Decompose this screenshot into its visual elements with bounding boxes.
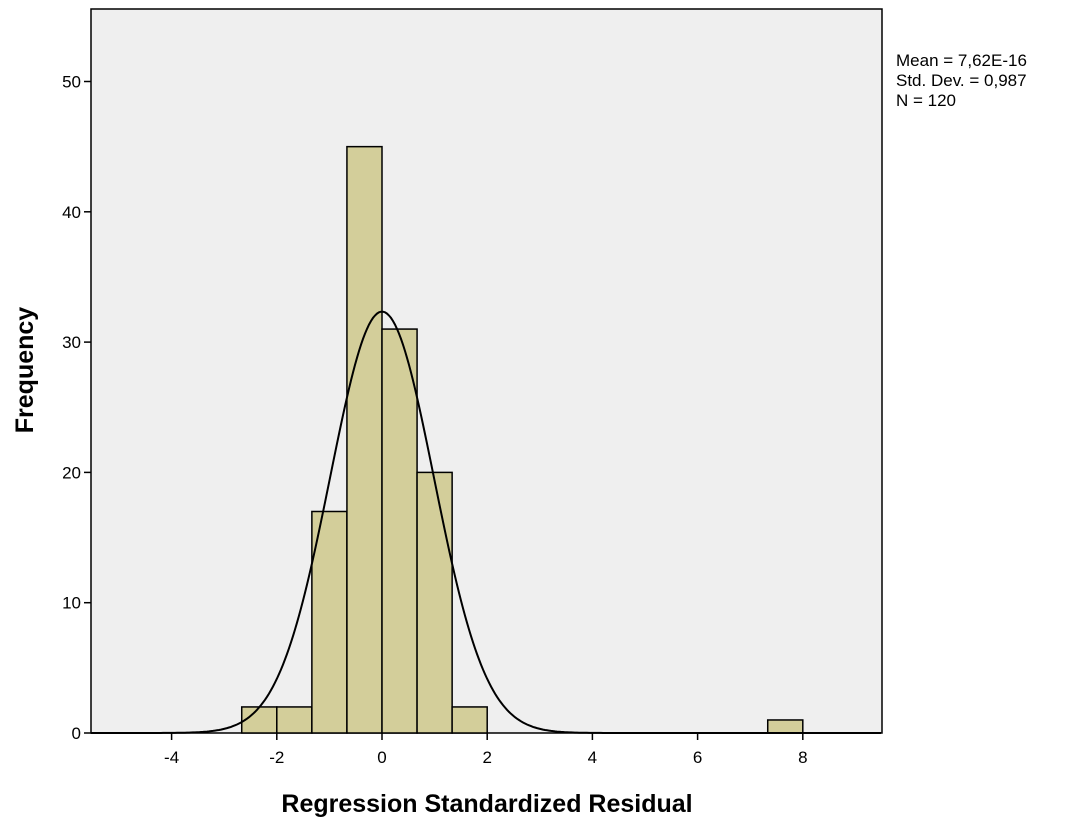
- histogram-bar: [416, 471, 453, 734]
- y-tick-label: 20: [62, 463, 81, 482]
- histogram-bar: [311, 510, 348, 734]
- stat-mean: Mean = 7,62E-16: [896, 51, 1027, 70]
- stats-legend: Mean = 7,62E-16 Std. Dev. = 0,987 N = 12…: [896, 51, 1027, 110]
- histogram-bar: [346, 145, 383, 734]
- x-tick-label: 2: [482, 748, 491, 767]
- x-tick-label: 8: [798, 748, 807, 767]
- y-axis: 0 10 20 30 40 50: [62, 73, 91, 743]
- x-axis-title: Regression Standardized Residual: [281, 790, 692, 818]
- histogram-bar: [451, 706, 488, 734]
- y-tick-label: 10: [62, 594, 81, 613]
- x-tick-label: 4: [588, 748, 597, 767]
- y-axis-title: Frequency: [11, 307, 39, 434]
- y-tick-label: 30: [62, 333, 81, 352]
- histogram-bar: [381, 328, 418, 734]
- stat-n: N = 120: [896, 91, 956, 110]
- stat-std-dev: Std. Dev. = 0,987: [896, 71, 1027, 90]
- x-tick-label: 6: [693, 748, 702, 767]
- x-tick-label: 0: [377, 748, 386, 767]
- x-axis: -4 -2 0 2 4 6 8: [164, 733, 808, 767]
- y-tick-label: 50: [62, 73, 81, 92]
- histogram-bar: [766, 719, 804, 734]
- y-tick-label: 0: [72, 724, 81, 743]
- x-tick-label: -4: [164, 748, 179, 767]
- plot-area: [90, 8, 883, 734]
- normal-curve: [91, 310, 881, 734]
- histogram-bar: [276, 706, 313, 734]
- y-tick-label: 40: [62, 203, 81, 222]
- histogram-bar: [240, 706, 278, 734]
- x-tick-label: -2: [269, 748, 284, 767]
- bars-layer: [240, 145, 804, 734]
